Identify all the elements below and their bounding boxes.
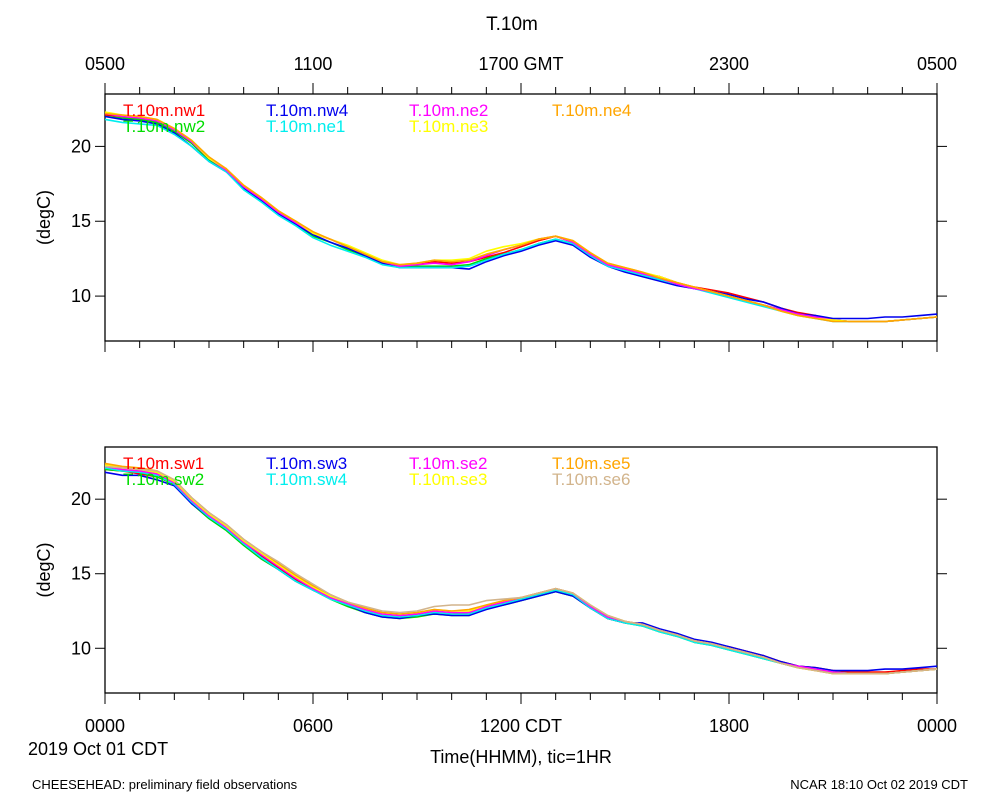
legend-entry-T-10m-nw1: T.10m.nw1 <box>123 101 205 120</box>
legend-entry-T-10m-ne2: T.10m.ne2 <box>409 101 488 120</box>
series-line-T-10m-sw3 <box>104 471 938 672</box>
y-tick-label: 20 <box>71 136 91 156</box>
series-line-T-10m-nw1 <box>104 114 938 323</box>
series-line-T-10m-sw4 <box>104 467 938 675</box>
top-tick-label: 0500 <box>917 54 957 74</box>
bottom-tick-label: 0000 <box>85 716 125 736</box>
legend-entry-T-10m-sw3: T.10m.sw3 <box>266 454 347 473</box>
series-line-T-10m-sw2 <box>104 468 938 675</box>
legend-entry-T-10m-nw4: T.10m.nw4 <box>266 101 348 120</box>
bottom-tick-label: 1200 CDT <box>480 716 562 736</box>
y-axis-label: (degC) <box>34 542 54 597</box>
series-line-T-10m-nw2 <box>104 115 938 323</box>
legend-entry-T-10m-sw1: T.10m.sw1 <box>123 454 204 473</box>
series-line-T-10m-nw4 <box>104 115 938 320</box>
legend-entry-T-10m-sw2: T.10m.sw2 <box>123 470 204 489</box>
chart-panels: 101520(degC)T.10m.nw1T.10m.nw2T.10m.nw4T… <box>34 83 947 704</box>
bottom-tick-label: 1800 <box>709 716 749 736</box>
top-tick-label: 2300 <box>709 54 749 74</box>
series-line-T-10m-ne3 <box>104 111 938 323</box>
series-line-T-10m-se5 <box>104 462 938 675</box>
chart-title: T.10m <box>486 14 538 35</box>
plot-frame <box>104 446 938 694</box>
series-line-T-10m-ne1 <box>104 118 938 323</box>
legend-entry-T-10m-sw4: T.10m.sw4 <box>266 470 347 489</box>
plot-frame <box>104 93 938 342</box>
top-tick-label: 1700 GMT <box>478 54 563 74</box>
legend-entry-T-10m-se2: T.10m.se2 <box>409 454 487 473</box>
series-line-T-10m-se6 <box>104 465 938 675</box>
legend-entry-T-10m-ne3: T.10m.ne3 <box>409 117 488 136</box>
series-line-T-10m-se3 <box>104 464 938 675</box>
y-axis-label: (degC) <box>34 190 54 245</box>
footer-left: CHEESEHEAD: preliminary field observatio… <box>32 777 298 792</box>
legend-entry-T-10m-se3: T.10m.se3 <box>409 470 487 489</box>
top-tick-label: 0500 <box>85 54 125 74</box>
legend-entry-T-10m-ne4: T.10m.ne4 <box>552 101 631 120</box>
bottom-tick-label: 0000 <box>917 716 957 736</box>
x-axis-label: Time(HHMM), tic=1HR <box>430 747 612 767</box>
y-tick-label: 10 <box>71 286 91 306</box>
y-tick-label: 15 <box>71 564 91 584</box>
date-label: 2019 Oct 01 CDT <box>28 739 168 759</box>
footer-right: NCAR 18:10 Oct 02 2019 CDT <box>790 777 968 792</box>
legend-entry-T-10m-se5: T.10m.se5 <box>552 454 630 473</box>
series-line-T-10m-sw1 <box>104 468 937 673</box>
legend-entry-T-10m-nw2: T.10m.nw2 <box>123 117 205 136</box>
y-tick-label: 10 <box>71 638 91 658</box>
plot-panel-1: 101520(degC)T.10m.nw1T.10m.nw2T.10m.nw4T… <box>34 83 947 352</box>
plot-panel-2: 101520(degC)T.10m.sw1T.10m.sw2T.10m.sw3T… <box>34 446 947 704</box>
top-tick-label: 1100 <box>294 54 333 74</box>
series-line-T-10m-ne4 <box>104 112 938 323</box>
y-tick-label: 15 <box>71 211 91 231</box>
legend-entry-T-10m-ne1: T.10m.ne1 <box>266 117 345 136</box>
y-tick-label: 20 <box>71 489 91 509</box>
legend-entry-T-10m-se6: T.10m.se6 <box>552 470 630 489</box>
bottom-tick-label: 0600 <box>293 716 333 736</box>
series-line-T-10m-se2 <box>104 465 938 675</box>
series-line-T-10m-ne2 <box>104 112 938 323</box>
